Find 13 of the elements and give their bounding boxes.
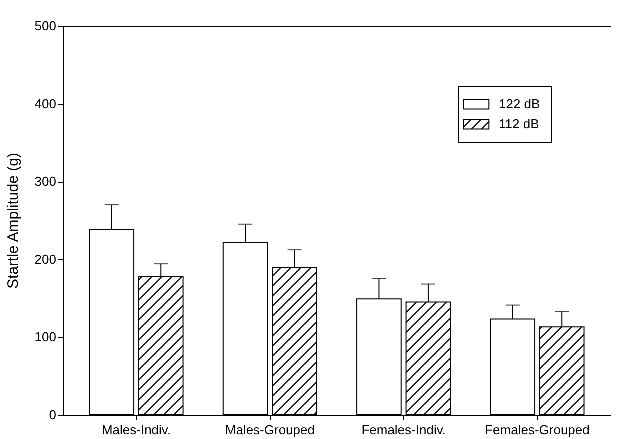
legend-label: 122 dB xyxy=(499,96,540,112)
x-tick-label: Females-Indiv. xyxy=(362,422,446,438)
x-tick-label: Females-Grouped xyxy=(485,422,590,438)
y-tick-label: 400 xyxy=(34,96,56,112)
legend-label: 112 dB xyxy=(499,116,540,132)
y-axis-title: Startle Amplitude (g) xyxy=(4,153,22,289)
y-tick-label: 0 xyxy=(49,408,56,422)
x-tick-label: Males-Grouped xyxy=(225,422,315,438)
y-tick-label: 100 xyxy=(34,330,56,345)
y-tick-label: 200 xyxy=(34,252,56,267)
x-tick-label: Males-Indiv. xyxy=(102,422,172,438)
y-tick-label: 300 xyxy=(34,174,56,190)
y-tick-label: 500 xyxy=(34,18,56,34)
